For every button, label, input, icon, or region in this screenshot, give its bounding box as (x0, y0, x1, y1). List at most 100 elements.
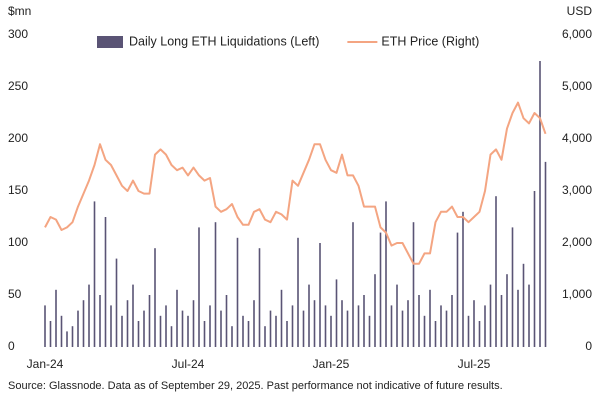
bar (517, 289, 519, 347)
bar (330, 315, 332, 347)
y2-tick-label: 0 (585, 339, 592, 353)
bar (401, 310, 404, 347)
y2-tick-label: 5,000 (562, 79, 592, 93)
bar (192, 300, 195, 347)
bar (242, 315, 244, 347)
bar (165, 305, 167, 347)
bar (77, 310, 79, 347)
bar (313, 300, 316, 347)
bar (511, 227, 514, 347)
bar (198, 227, 200, 347)
bar (390, 305, 393, 347)
legend-label: Daily Long ETH Liquidations (Left) (129, 34, 319, 48)
bar (44, 305, 46, 347)
bar (462, 211, 464, 347)
bar (346, 310, 349, 347)
bar (82, 300, 85, 347)
bar (121, 315, 123, 347)
bar (368, 315, 371, 347)
bar (49, 321, 52, 347)
bar (418, 295, 420, 347)
bar (528, 284, 530, 347)
bar (286, 321, 288, 347)
bar (324, 305, 327, 347)
bar (407, 300, 409, 347)
bar (374, 274, 376, 347)
y2-axis-label: USD (567, 4, 593, 18)
bar (55, 289, 57, 347)
y-tick-label: 100 (8, 235, 28, 249)
legend-swatch (97, 36, 123, 48)
bar (489, 284, 492, 347)
bar (126, 300, 129, 347)
bar (302, 310, 305, 347)
y2-tick-label: 2,000 (562, 235, 592, 249)
legend-label: ETH Price (Right) (381, 34, 479, 48)
bar (110, 305, 112, 347)
bar (170, 326, 173, 347)
bar (357, 305, 360, 347)
bar (225, 295, 228, 347)
y2-tick-label: 1,000 (562, 287, 592, 301)
bar (258, 248, 261, 347)
bar (533, 191, 536, 347)
bar (71, 326, 74, 347)
bar (352, 222, 354, 347)
bar (137, 321, 140, 347)
y-tick-label: 150 (8, 183, 28, 197)
bar (291, 305, 294, 347)
bar (93, 201, 96, 347)
y-axis-label: $mn (8, 4, 31, 18)
bar (253, 300, 255, 347)
bar (440, 305, 442, 347)
bar (506, 274, 508, 347)
bar (478, 321, 481, 347)
bar (412, 222, 415, 347)
bar (176, 289, 178, 347)
bar (484, 305, 486, 347)
bar (429, 289, 431, 347)
bar (434, 321, 437, 347)
bar (341, 300, 343, 347)
bar (88, 284, 90, 347)
x-tick-label: Jul-24 (172, 357, 205, 371)
bar (209, 305, 211, 347)
bar (264, 326, 266, 347)
bar (154, 248, 156, 347)
bar (60, 315, 63, 347)
x-tick-label: Jan-24 (27, 357, 64, 371)
bar (379, 232, 382, 347)
bar (203, 321, 206, 347)
bar (104, 217, 107, 347)
bar (445, 310, 448, 347)
bar (500, 295, 503, 347)
source-note: Source: Glassnode. Data as of September … (8, 380, 503, 392)
bar (231, 326, 233, 347)
y2-tick-label: 4,000 (562, 131, 592, 145)
bar (148, 295, 151, 347)
bar (456, 232, 459, 347)
bar (132, 284, 134, 347)
y-tick-label: 300 (8, 27, 28, 41)
bar (66, 331, 68, 347)
bar (335, 279, 338, 347)
bar (269, 310, 272, 347)
bar (467, 315, 470, 347)
y-tick-label: 0 (8, 339, 15, 353)
bar (495, 196, 497, 347)
bar (451, 295, 453, 347)
bar (220, 310, 222, 347)
bar (539, 61, 541, 347)
y-tick-label: 200 (8, 131, 28, 145)
bar (115, 258, 118, 347)
bar (308, 284, 310, 347)
y-tick-label: 250 (8, 79, 28, 93)
bar (143, 310, 145, 347)
bar (181, 310, 184, 347)
legend: Daily Long ETH Liquidations (Left) ETH Pr… (97, 34, 479, 48)
bar (396, 284, 398, 347)
bar (544, 161, 547, 347)
bar (423, 315, 426, 347)
